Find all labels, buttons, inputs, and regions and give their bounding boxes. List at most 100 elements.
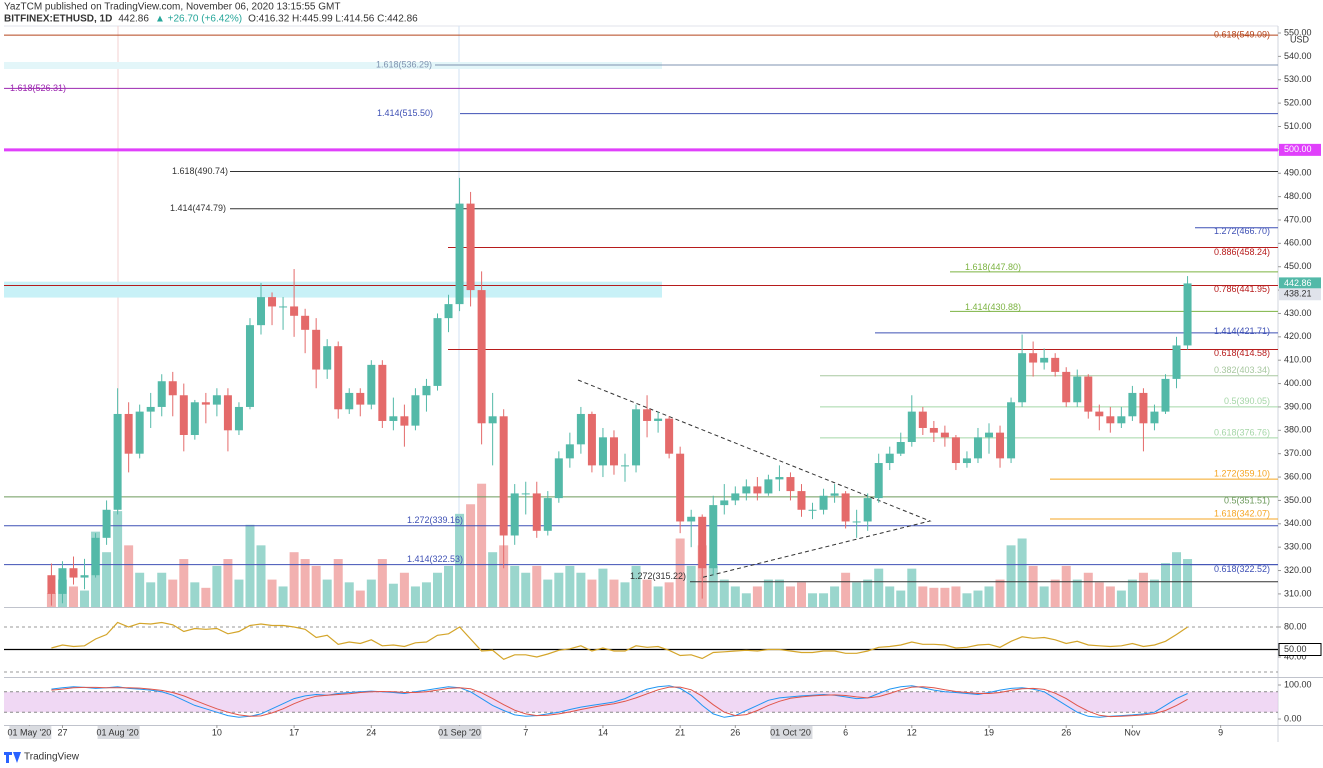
level-label: 1.618(526.31)	[10, 83, 66, 93]
volume-bar	[609, 579, 619, 607]
y-tick-label: 430.00	[1284, 308, 1312, 318]
level-label: 0.5(351.51)	[1224, 495, 1270, 505]
volume-bar	[1039, 586, 1049, 607]
candle-body	[477, 290, 486, 424]
candle-body	[444, 304, 453, 319]
level-label: 0.618(414.58)	[1214, 348, 1270, 358]
candle-body	[863, 498, 872, 522]
candle-body	[80, 575, 89, 578]
volume-bar	[102, 552, 112, 607]
candle-body	[587, 413, 596, 466]
volume-bar	[1061, 565, 1071, 607]
y-tick-label: 470.00	[1284, 214, 1312, 224]
candle-body	[367, 364, 376, 405]
candle-body	[819, 495, 828, 510]
volume-bar	[819, 593, 829, 607]
level-label: 1.618(342.07)	[1214, 508, 1270, 518]
x-tick-label: 01 Sep '20	[438, 727, 481, 737]
volume-bar	[1105, 586, 1115, 607]
volume-bar	[631, 565, 641, 607]
x-tick-label: 17	[289, 727, 299, 737]
level-label: 1.272(466.70)	[1214, 226, 1270, 236]
volume-bar	[1083, 572, 1093, 607]
candle-body	[1183, 283, 1192, 346]
candle-body	[1095, 411, 1104, 417]
volume-bar	[951, 586, 961, 607]
volume-bar	[135, 572, 145, 607]
volume-bar	[841, 572, 851, 607]
zone	[4, 281, 662, 298]
y-tick-label: 460.00	[1284, 238, 1312, 248]
candle-body	[951, 437, 960, 464]
volume-bar	[399, 572, 409, 607]
candle-body	[731, 493, 740, 501]
volume-bar	[488, 552, 498, 607]
x-tick-label: 27	[57, 727, 67, 737]
x-tick-label: 01 Oct '20	[770, 727, 811, 737]
candle-body	[885, 453, 894, 464]
axis-unit: USD	[1290, 34, 1310, 44]
y-tick-label: 360.00	[1284, 471, 1312, 481]
x-tick-label: 01 Aug '20	[96, 727, 138, 737]
x-tick-label: 26	[1061, 727, 1071, 737]
volume-bar	[256, 545, 266, 607]
candle-body	[91, 537, 100, 576]
candle-body	[576, 413, 585, 445]
candle-body	[323, 346, 332, 370]
candle-body	[179, 395, 188, 435]
volume-bar	[201, 587, 211, 607]
candle-body	[223, 395, 232, 431]
candle-body	[113, 413, 122, 510]
symbol: BITFINEX:ETHUSD, 1D	[4, 14, 112, 25]
level-label: 0.382(403.34)	[1214, 365, 1270, 375]
volume-bar	[940, 587, 950, 607]
x-tick-box	[439, 726, 482, 739]
volume-bar	[1160, 563, 1170, 607]
candle-body	[996, 432, 1005, 459]
y-tick-label: 520.00	[1284, 97, 1312, 107]
volume-bar	[929, 587, 939, 607]
volume-bar	[686, 565, 696, 607]
volume-bar	[477, 483, 487, 607]
volume-bar	[68, 586, 78, 607]
volume-bar	[565, 565, 575, 607]
volume-bar	[741, 593, 751, 607]
volume-bar	[521, 572, 531, 607]
candle-body	[985, 432, 994, 438]
candle-body	[466, 203, 475, 291]
level-label: 1.414(322.53)	[407, 554, 463, 564]
y-tick-label: 330.00	[1284, 542, 1312, 552]
level-label: 1.618(490.74)	[172, 166, 228, 176]
candles	[47, 177, 1192, 606]
volume-bar	[355, 590, 365, 607]
volume-bar	[730, 586, 740, 607]
x-tick-label: 7	[523, 727, 528, 737]
volume-bar	[278, 586, 288, 607]
y-tick-label: 490.00	[1284, 168, 1312, 178]
candle-body	[797, 491, 806, 510]
y-tick-label: 310.00	[1284, 588, 1312, 598]
volume-bar	[1172, 552, 1182, 607]
y-tick-label: 400.00	[1284, 378, 1312, 388]
level-label: 1.414(515.50)	[377, 108, 433, 118]
stoch-band	[4, 691, 1278, 713]
candle-body	[290, 306, 299, 316]
candle-body	[962, 458, 971, 464]
price-label: 442.86	[1284, 278, 1312, 288]
candle-body	[565, 444, 574, 459]
candle-body	[157, 381, 166, 407]
volume-bar	[874, 568, 884, 607]
candle-body	[698, 516, 707, 569]
volume-bar	[532, 565, 542, 607]
price-label-box	[1279, 288, 1321, 301]
volume-bar	[576, 572, 586, 607]
candle-body	[279, 306, 288, 308]
level-label: 0.618(322.52)	[1214, 564, 1270, 574]
y-tick-label: 320.00	[1284, 565, 1312, 575]
candle-body	[973, 437, 982, 459]
candle-body	[918, 411, 927, 428]
candle-body	[1139, 392, 1148, 424]
volume-bar	[344, 582, 354, 607]
price-label: 500.00	[1284, 144, 1312, 154]
volume-bar	[190, 582, 200, 607]
